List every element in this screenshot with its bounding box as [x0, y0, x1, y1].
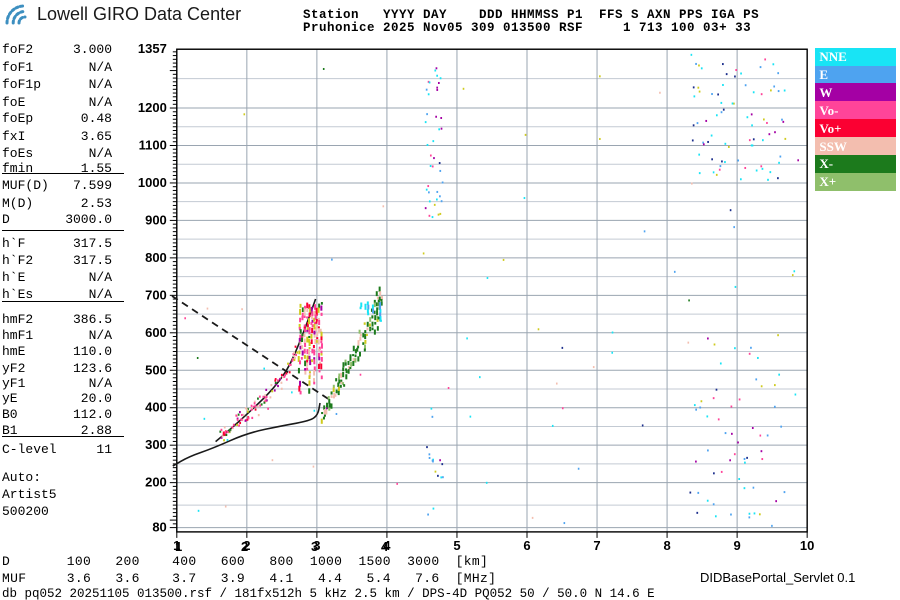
svg-text:8: 8 — [663, 538, 670, 553]
svg-text:400: 400 — [145, 400, 167, 415]
svg-text:10: 10 — [800, 538, 814, 553]
svg-text:500: 500 — [145, 362, 167, 377]
svg-text:300: 300 — [145, 437, 167, 452]
svg-text:1357: 1357 — [138, 41, 167, 56]
svg-text:9: 9 — [734, 538, 741, 553]
svg-text:1100: 1100 — [139, 137, 167, 152]
svg-text:1000: 1000 — [138, 175, 167, 190]
svg-text:6: 6 — [523, 538, 530, 553]
svg-text:600: 600 — [145, 325, 167, 340]
svg-text:80: 80 — [152, 520, 166, 535]
svg-text:7: 7 — [593, 538, 600, 553]
svg-text:200: 200 — [145, 475, 167, 490]
svg-text:5: 5 — [453, 538, 460, 553]
svg-text:900: 900 — [145, 212, 167, 227]
svg-text:700: 700 — [145, 287, 167, 302]
svg-text:1200: 1200 — [138, 100, 167, 115]
svg-text:800: 800 — [145, 250, 167, 265]
